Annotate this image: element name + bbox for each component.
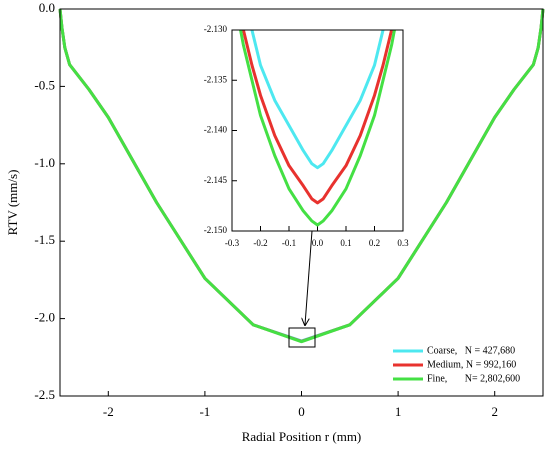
plot-frame bbox=[231, 29, 404, 232]
y-tick-label: -2.135 bbox=[204, 74, 228, 84]
x-tick-label: -0.3 bbox=[225, 238, 240, 248]
y-tick-label: -2.0 bbox=[34, 310, 55, 325]
series-line bbox=[250, 29, 385, 170]
legend-label: Coarse, N = 427,680 bbox=[427, 345, 515, 356]
y-tick-label: -1.0 bbox=[34, 155, 55, 170]
x-tick-label: 0.1 bbox=[340, 238, 351, 248]
x-tick-label: 0.3 bbox=[397, 238, 409, 248]
series-line bbox=[241, 29, 394, 205]
series-line bbox=[239, 29, 396, 227]
x-tick-label: 0 bbox=[298, 404, 305, 419]
x-tick-label: -1 bbox=[199, 404, 210, 419]
y-tick-label: 0.0 bbox=[39, 0, 55, 15]
x-tick-label: 1 bbox=[395, 404, 402, 419]
x-tick-label: 0.2 bbox=[369, 238, 380, 248]
y-tick-label: -2.5 bbox=[34, 387, 55, 402]
zoom-arrow bbox=[305, 230, 313, 325]
inset-background bbox=[232, 30, 403, 231]
y-tick-label: -0.5 bbox=[34, 77, 55, 92]
y-axis-label: RTV (mm/s) bbox=[5, 170, 20, 236]
inset-plot: -0.3 -0.2 -0.1 0.0 0.1 0.2 0.3 -2.130 -2.135 -2.1… bbox=[204, 24, 409, 248]
zoom-box bbox=[288, 327, 316, 348]
legend-label: Fine, N= 2,802,600 bbox=[427, 373, 520, 384]
main-plot: -2 -1 0 1 2 0.0 -0.5 -1.0 -1.5 -2.0 -2.5 Radial Pos… bbox=[5, 0, 545, 444]
x-tick-label: 2 bbox=[491, 404, 498, 419]
legend-label: Medium, N = 992,160 bbox=[427, 359, 516, 370]
y-tick-label: -1.5 bbox=[34, 232, 55, 247]
x-axis-label: Radial Position r (mm) bbox=[242, 429, 362, 444]
x-tick-label: 0.0 bbox=[312, 238, 324, 248]
y-tick-label: -2.150 bbox=[204, 225, 228, 235]
x-tick-label: -0.2 bbox=[253, 238, 267, 248]
x-tick-label: -0.1 bbox=[282, 238, 296, 248]
series-line bbox=[58, 8, 545, 344]
y-tick-label: -2.130 bbox=[204, 24, 228, 34]
y-tick-label: -2.145 bbox=[204, 175, 228, 185]
x-tick-label: -2 bbox=[103, 404, 114, 419]
plot-frame bbox=[59, 8, 544, 397]
y-tick-label: -2.140 bbox=[204, 125, 228, 135]
